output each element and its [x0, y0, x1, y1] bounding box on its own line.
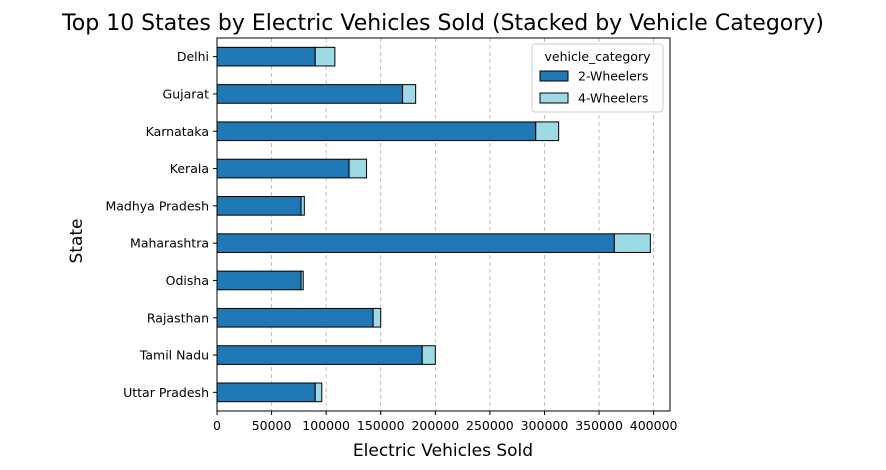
y-tick-label: Odisha	[166, 273, 209, 288]
bar-gujarat-4-wheelers	[402, 84, 417, 104]
x-tick-label: 0	[213, 418, 221, 433]
bar-uttar-pradesh-2-wheelers	[216, 382, 316, 403]
axes-group: Delhi Gujarat Karnataka Kerala Madhya Prades…	[105, 37, 678, 433]
y-tick-label: Delhi	[177, 49, 209, 64]
bar-delhi-2-wheelers	[216, 46, 316, 67]
bar-karnataka-4-wheelers	[535, 121, 560, 142]
y-tick-label: Rajasthan	[147, 310, 209, 325]
x-tick-label: 50000	[252, 418, 292, 433]
legend-entry: 4-Wheelers	[578, 91, 648, 106]
plot-frame	[216, 37, 671, 412]
bar-delhi-4-wheelers	[314, 46, 336, 67]
chart-title: Top 10 States by Electric Vehicles Sold …	[61, 11, 824, 36]
bar-rajasthan-2-wheelers	[216, 307, 374, 328]
y-tick-label: Tamil Nadu	[139, 348, 209, 363]
x-tick-label: 200000	[411, 418, 459, 433]
legend-title: vehicle_category	[544, 49, 651, 64]
y-tick-label: Karnataka	[146, 124, 209, 139]
bar-tamil-nadu-4-wheelers	[421, 345, 436, 365]
x-tick-label: 300000	[521, 418, 569, 433]
legend-entry: 2-Wheelers	[578, 69, 648, 84]
x-tick-label: 400000	[630, 418, 678, 433]
bar-madhya-pradesh-4-wheelers	[300, 196, 305, 216]
y-tick-label: Madhya Pradesh	[105, 198, 209, 213]
y-tick-label: Maharashtra	[130, 236, 209, 251]
bar-odisha-4-wheelers	[300, 270, 304, 291]
x-axis-label: Electric Vehicles Sold	[353, 441, 533, 461]
bar-madhya-pradesh-2-wheelers	[216, 196, 302, 216]
bar-kerala-4-wheelers	[348, 158, 368, 179]
bar-tamil-nadu-2-wheelers	[216, 345, 423, 365]
x-tick-label: 350000	[575, 418, 623, 433]
legend: vehicle_category 2-Wheelers 4-Wheelers	[531, 43, 664, 113]
legend-swatch-4-wheelers	[539, 92, 569, 104]
bar-karnataka-2-wheelers	[216, 121, 537, 142]
bar-gujarat-2-wheelers	[216, 84, 404, 104]
y-tick-label: Gujarat	[163, 86, 210, 101]
bar-maharashtra-2-wheelers	[216, 233, 615, 253]
bar-rajasthan-4-wheelers	[372, 307, 382, 328]
legend-swatch-2-wheelers	[539, 70, 569, 82]
x-tick-label: 100000	[302, 418, 350, 433]
bar-maharashtra-4-wheelers	[613, 233, 651, 253]
bar-odisha-2-wheelers	[216, 270, 302, 291]
y-axis-label: State	[67, 219, 87, 264]
x-tick-label: 150000	[357, 418, 405, 433]
bar-uttar-pradesh-4-wheelers	[314, 382, 323, 403]
x-tick-label: 250000	[466, 418, 514, 433]
bar-kerala-2-wheelers	[216, 158, 350, 179]
y-tick-label: Uttar Pradesh	[123, 385, 209, 400]
y-tick-label: Kerala	[170, 161, 209, 176]
